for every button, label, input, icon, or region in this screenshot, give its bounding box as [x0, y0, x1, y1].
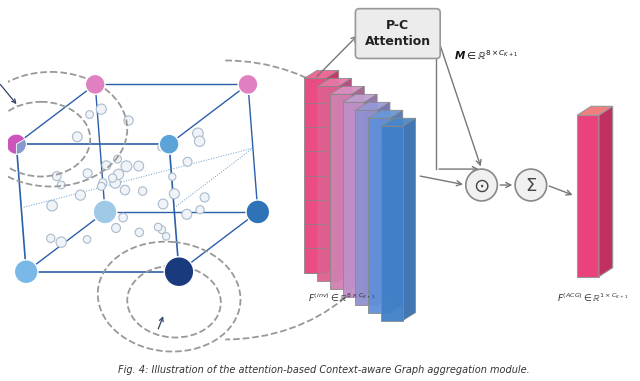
- Circle shape: [138, 187, 147, 195]
- Circle shape: [158, 199, 168, 209]
- Circle shape: [47, 200, 58, 211]
- Text: $\boldsymbol{M} \in \mathbb{R}^{8 \times C_{K+1}}$: $\boldsymbol{M} \in \mathbb{R}^{8 \times…: [454, 49, 518, 62]
- Text: Attention: Attention: [365, 35, 431, 48]
- Circle shape: [83, 235, 91, 243]
- Circle shape: [99, 179, 107, 187]
- Polygon shape: [326, 70, 339, 273]
- Circle shape: [246, 200, 269, 224]
- Circle shape: [183, 157, 192, 166]
- Circle shape: [104, 210, 111, 217]
- Circle shape: [113, 155, 122, 163]
- Polygon shape: [403, 118, 415, 320]
- Polygon shape: [355, 110, 377, 304]
- Polygon shape: [317, 78, 351, 86]
- Polygon shape: [577, 115, 599, 277]
- Polygon shape: [577, 106, 612, 115]
- Circle shape: [182, 209, 192, 219]
- Circle shape: [85, 74, 105, 94]
- Circle shape: [96, 104, 106, 114]
- Polygon shape: [381, 126, 403, 320]
- Circle shape: [124, 116, 133, 125]
- Text: $F^{(ACG)} \in \mathbb{R}^{1 \times C_{K+1}}$: $F^{(ACG)} \in \mathbb{R}^{1 \times C_{K…: [557, 291, 628, 304]
- Circle shape: [72, 132, 82, 142]
- FancyBboxPatch shape: [355, 9, 440, 58]
- Circle shape: [97, 182, 106, 190]
- Wedge shape: [6, 134, 25, 154]
- Circle shape: [58, 181, 65, 189]
- Circle shape: [47, 234, 55, 242]
- Circle shape: [109, 174, 116, 182]
- Polygon shape: [330, 86, 364, 94]
- Circle shape: [119, 213, 127, 222]
- Text: $F^{(inv)} \in \mathbb{R}^{8 \times C_{K+1}}$: $F^{(inv)} \in \mathbb{R}^{8 \times C_{K…: [308, 291, 375, 304]
- Polygon shape: [351, 86, 364, 289]
- Circle shape: [121, 161, 132, 172]
- Polygon shape: [390, 110, 403, 312]
- Circle shape: [158, 143, 165, 151]
- Circle shape: [120, 185, 130, 195]
- Circle shape: [466, 169, 497, 201]
- Text: Fig. 4: Illustration of the attention-based Context-aware Graph aggregation modu: Fig. 4: Illustration of the attention-ba…: [118, 365, 530, 375]
- Circle shape: [169, 173, 176, 180]
- Circle shape: [158, 226, 166, 234]
- Circle shape: [6, 134, 26, 154]
- Circle shape: [515, 169, 547, 201]
- Wedge shape: [17, 139, 26, 154]
- Circle shape: [111, 224, 120, 232]
- Circle shape: [76, 190, 86, 200]
- Polygon shape: [368, 110, 403, 118]
- Circle shape: [86, 110, 93, 118]
- Polygon shape: [304, 78, 326, 273]
- Polygon shape: [317, 86, 339, 281]
- Circle shape: [195, 136, 205, 146]
- Circle shape: [134, 161, 143, 171]
- Polygon shape: [339, 78, 351, 281]
- Polygon shape: [355, 102, 390, 110]
- Polygon shape: [342, 102, 364, 297]
- Polygon shape: [342, 94, 377, 102]
- Circle shape: [56, 237, 67, 247]
- Polygon shape: [330, 94, 351, 289]
- Circle shape: [154, 223, 162, 231]
- Circle shape: [135, 228, 143, 237]
- Circle shape: [113, 169, 124, 179]
- Circle shape: [200, 193, 209, 202]
- Circle shape: [193, 128, 203, 139]
- Polygon shape: [368, 118, 390, 312]
- Text: $\Sigma$: $\Sigma$: [525, 177, 537, 195]
- Polygon shape: [381, 118, 415, 126]
- Polygon shape: [364, 94, 377, 297]
- Circle shape: [52, 171, 61, 181]
- Circle shape: [238, 74, 258, 94]
- Circle shape: [93, 200, 117, 224]
- Text: $\odot$: $\odot$: [474, 176, 490, 195]
- Circle shape: [196, 206, 204, 214]
- Polygon shape: [377, 102, 390, 304]
- Polygon shape: [304, 70, 339, 78]
- Circle shape: [102, 161, 111, 170]
- Circle shape: [110, 177, 120, 188]
- Circle shape: [14, 260, 38, 284]
- Text: P-C: P-C: [387, 19, 410, 32]
- Circle shape: [159, 134, 179, 154]
- Circle shape: [170, 189, 179, 199]
- Circle shape: [83, 169, 92, 178]
- Circle shape: [164, 257, 194, 287]
- Circle shape: [163, 233, 170, 240]
- Polygon shape: [599, 106, 612, 277]
